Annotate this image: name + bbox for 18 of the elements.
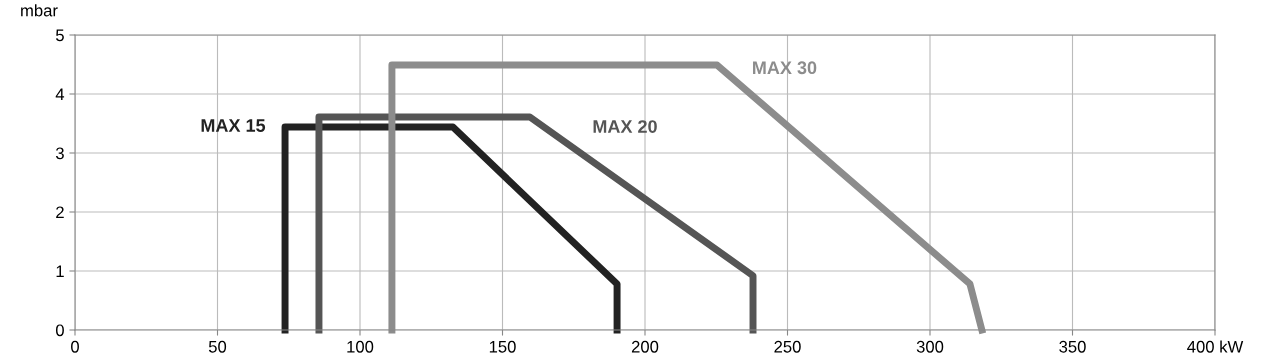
y-tick-label: 1 (56, 265, 64, 278)
y-tick-label: 2 (56, 206, 64, 219)
series-label: MAX 15 (201, 119, 266, 132)
x-tick-label: 100 (347, 340, 374, 353)
y-axis-title: mbar (21, 4, 58, 17)
x-tick-label: 250 (774, 340, 801, 353)
y-tick-label: 5 (55, 29, 64, 42)
series-label: MAX 20 (593, 120, 657, 133)
x-tick-label: 350 (1059, 340, 1086, 353)
x-tick-label: 300 (916, 340, 944, 353)
x-tick-label: 400 kW (1187, 340, 1244, 353)
x-tick-label: 0 (71, 340, 79, 353)
y-tick-label: 4 (55, 88, 65, 101)
x-tick-label: 200 (631, 340, 659, 353)
y-tick-label: 3 (55, 147, 64, 160)
x-tick-label: 150 (489, 340, 516, 353)
x-tick-label: 50 (208, 340, 227, 353)
y-tick-label: 0 (55, 324, 64, 337)
